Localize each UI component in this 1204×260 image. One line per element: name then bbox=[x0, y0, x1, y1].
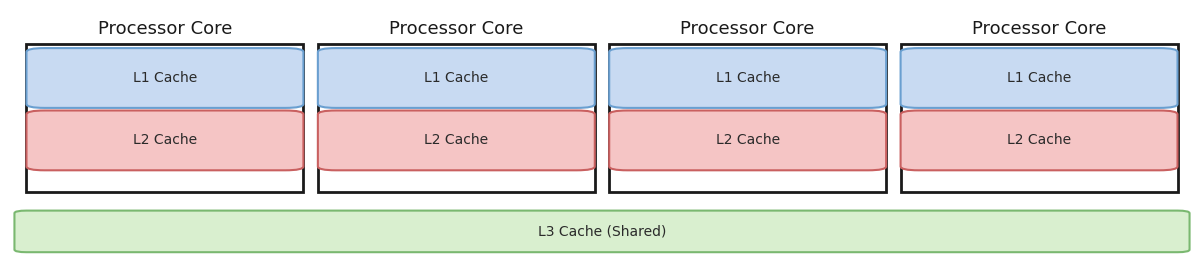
FancyBboxPatch shape bbox=[318, 44, 595, 192]
FancyBboxPatch shape bbox=[609, 110, 886, 170]
Text: L2 Cache: L2 Cache bbox=[424, 133, 489, 147]
FancyBboxPatch shape bbox=[901, 110, 1178, 170]
Text: L2 Cache: L2 Cache bbox=[715, 133, 780, 147]
FancyBboxPatch shape bbox=[901, 44, 1178, 192]
FancyBboxPatch shape bbox=[609, 48, 886, 108]
FancyBboxPatch shape bbox=[26, 48, 303, 108]
Text: L2 Cache: L2 Cache bbox=[132, 133, 197, 147]
Text: L2 Cache: L2 Cache bbox=[1007, 133, 1072, 147]
Text: L1 Cache: L1 Cache bbox=[132, 71, 197, 85]
FancyBboxPatch shape bbox=[318, 48, 595, 108]
FancyBboxPatch shape bbox=[318, 110, 595, 170]
Text: Processor Core: Processor Core bbox=[98, 20, 232, 38]
Text: L3 Cache (Shared): L3 Cache (Shared) bbox=[538, 224, 666, 238]
FancyBboxPatch shape bbox=[14, 211, 1190, 252]
Text: Processor Core: Processor Core bbox=[680, 20, 815, 38]
FancyBboxPatch shape bbox=[901, 48, 1178, 108]
Text: Processor Core: Processor Core bbox=[972, 20, 1106, 38]
Text: L1 Cache: L1 Cache bbox=[715, 71, 780, 85]
Text: L1 Cache: L1 Cache bbox=[1007, 71, 1072, 85]
Text: L1 Cache: L1 Cache bbox=[424, 71, 489, 85]
FancyBboxPatch shape bbox=[609, 44, 886, 192]
FancyBboxPatch shape bbox=[26, 110, 303, 170]
Text: Processor Core: Processor Core bbox=[389, 20, 524, 38]
FancyBboxPatch shape bbox=[26, 44, 303, 192]
